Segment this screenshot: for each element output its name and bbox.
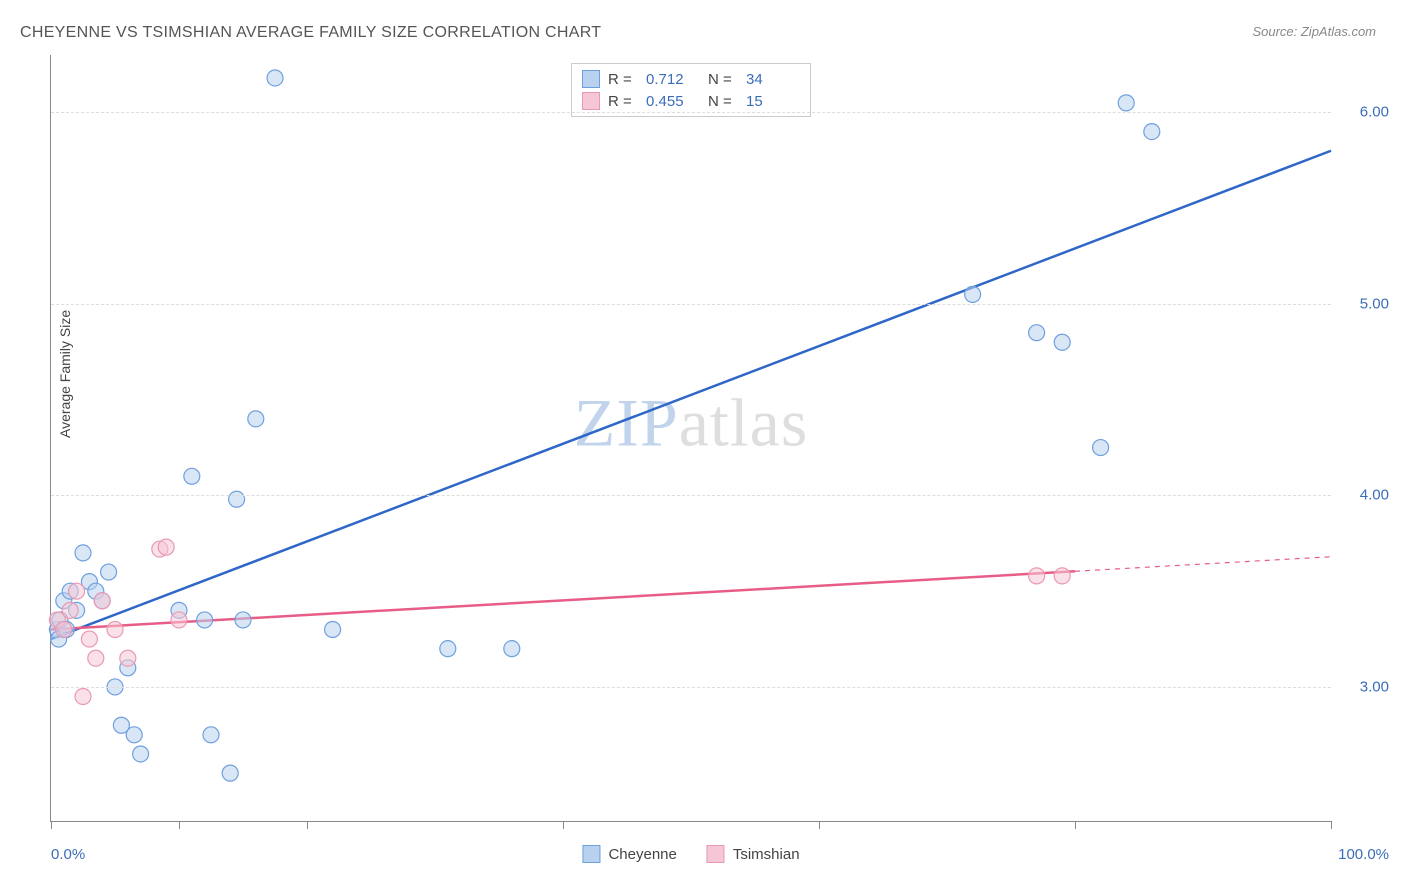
x-tick xyxy=(179,821,180,829)
x-tick xyxy=(1075,821,1076,829)
legend-item: Cheyenne xyxy=(582,845,676,863)
x-tick-label: 0.0% xyxy=(51,846,85,863)
x-tick xyxy=(307,821,308,829)
legend-r-value: 0.455 xyxy=(646,93,700,110)
y-tick-label: 6.00 xyxy=(1360,104,1389,121)
legend-swatch xyxy=(707,845,725,863)
gridline xyxy=(51,687,1331,688)
legend-row: R = 0.455 N = 15 xyxy=(582,90,800,112)
legend-n-label: N = xyxy=(708,71,738,88)
correlation-legend: R = 0.712 N = 34 R = 0.455 N = 15 xyxy=(571,63,811,117)
x-tick xyxy=(819,821,820,829)
legend-swatch xyxy=(582,70,600,88)
legend-r-label: R = xyxy=(608,93,638,110)
legend-item: Tsimshian xyxy=(707,845,800,863)
legend-series-name: Cheyenne xyxy=(608,846,676,863)
chart-plot-area: Average Family Size ZIPatlas R =0.712N =… xyxy=(50,55,1331,822)
y-tick-label: 5.00 xyxy=(1360,295,1389,312)
legend-swatch xyxy=(582,92,600,110)
source-label: Source: ZipAtlas.com xyxy=(1252,24,1376,39)
x-tick xyxy=(1331,821,1332,829)
legend-row: R = 0.712 N = 34 xyxy=(582,68,800,90)
legend-n-value: 34 xyxy=(746,71,800,88)
legend-n-label: N = xyxy=(708,93,738,110)
y-tick-label: 4.00 xyxy=(1360,487,1389,504)
series-legend: Cheyenne Tsimshian xyxy=(582,845,799,863)
x-tick xyxy=(563,821,564,829)
legend-swatch xyxy=(582,845,600,863)
x-tick xyxy=(51,821,52,829)
legend-series-name: Tsimshian xyxy=(733,846,800,863)
chart-title: CHEYENNE VS TSIMSHIAN AVERAGE FAMILY SIZ… xyxy=(20,24,601,42)
x-tick-label: 100.0% xyxy=(1338,846,1389,863)
gridline xyxy=(51,112,1331,113)
scatter-plot-svg xyxy=(51,55,1331,821)
legend-n-value: 15 xyxy=(746,93,800,110)
y-tick-label: 3.00 xyxy=(1360,678,1389,695)
legend-r-label: R = xyxy=(608,71,638,88)
gridline xyxy=(51,304,1331,305)
gridline xyxy=(51,495,1331,496)
legend-r-value: 0.712 xyxy=(646,71,700,88)
